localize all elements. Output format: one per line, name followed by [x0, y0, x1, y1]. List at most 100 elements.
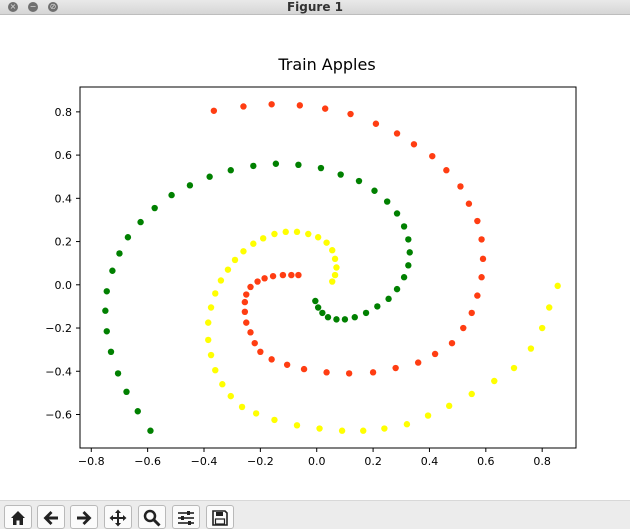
y-tick-label: 0.6	[55, 149, 73, 162]
scatter-points	[102, 101, 561, 434]
scatter-point	[268, 101, 275, 108]
scatter-point	[351, 314, 358, 321]
scatter-point	[205, 319, 212, 326]
scatter-point	[251, 339, 258, 347]
zoom-button[interactable]	[138, 505, 166, 529]
scatter-point	[210, 107, 218, 114]
scatter-point	[538, 324, 546, 332]
scatter-point	[250, 240, 257, 247]
figure-canvas[interactable]: Train Apples −0.8 −0.6 −0.4 −0.2 0.0 0.2 0.4 0.…	[0, 15, 630, 500]
x-axis: −0.8 −0.6 −0.4 −0.2 0.0 0.2 0.4 0.6 0.8	[78, 448, 551, 468]
scatter-point	[445, 402, 453, 410]
scatter-point	[217, 277, 225, 284]
pan-button[interactable]	[104, 505, 132, 529]
scatter-point	[424, 412, 432, 419]
scatter-point	[491, 377, 498, 385]
scatter-point	[400, 223, 408, 230]
back-button[interactable]	[37, 505, 65, 529]
zoom-window-button[interactable]: ⊘	[48, 2, 58, 12]
scatter-point	[114, 370, 122, 377]
scatter-point	[478, 236, 485, 243]
scatter-point	[323, 369, 330, 376]
scatter-point	[431, 350, 439, 358]
scatter-point	[103, 328, 110, 335]
scatter-point	[283, 361, 291, 368]
x-tick-label: 0.0	[308, 455, 326, 468]
scatter-point	[227, 392, 234, 400]
scatter-point	[103, 288, 110, 295]
scatter-point	[295, 161, 302, 169]
scatter-point	[319, 309, 326, 317]
scatter-point	[212, 366, 219, 374]
scatter-point	[312, 297, 319, 305]
scatter-point	[300, 365, 308, 373]
scatter-point	[240, 103, 247, 110]
x-tick-label: 0.2	[364, 455, 382, 468]
scatter-point	[293, 228, 301, 236]
scatter-point	[252, 410, 260, 417]
scatter-point	[369, 369, 377, 376]
x-tick-label: 0.6	[477, 455, 495, 468]
scatter-point	[393, 285, 401, 293]
scatter-point	[405, 262, 412, 269]
close-window-button[interactable]: ×	[8, 2, 18, 12]
scatter-point	[468, 309, 475, 317]
scatter-point	[372, 120, 380, 127]
x-tick-label: 0.8	[533, 455, 551, 468]
scatter-point	[227, 167, 234, 174]
scatter-point	[134, 408, 141, 415]
scatter-point	[546, 304, 553, 311]
minimize-window-button[interactable]: −	[28, 2, 38, 12]
scatter-point	[254, 278, 261, 285]
x-tick-label: −0.6	[134, 455, 161, 468]
scatter-point	[305, 230, 312, 238]
scatter-point	[168, 191, 175, 199]
scatter-point	[257, 348, 264, 356]
scatter-point	[241, 308, 249, 316]
scatter-point	[314, 234, 322, 241]
scatter-point	[282, 228, 289, 236]
scatter-point	[186, 182, 194, 189]
scatter-point	[457, 183, 464, 190]
scatter-point	[429, 152, 436, 160]
scatter-point	[259, 235, 267, 242]
scatter-point	[381, 425, 388, 432]
plot-area[interactable]	[79, 86, 577, 449]
forward-button[interactable]	[70, 505, 98, 529]
title-bar: × − ⊘ Figure 1	[0, 0, 630, 15]
scatter-point	[247, 283, 254, 291]
save-button[interactable]	[206, 505, 234, 529]
scatter-point	[393, 130, 401, 137]
scatter-point	[478, 274, 485, 281]
scatter-point	[474, 292, 481, 299]
scatter-point	[109, 267, 116, 274]
scatter-point	[333, 316, 340, 323]
scatter-point	[460, 324, 467, 332]
x-tick-label: 0.4	[421, 455, 439, 468]
scatter-point	[331, 271, 339, 279]
y-tick-label: 0.2	[55, 236, 73, 249]
home-icon	[11, 511, 25, 525]
scatter-point	[116, 250, 123, 257]
scatter-point	[510, 364, 518, 372]
save-icon	[212, 510, 228, 526]
scatter-point	[212, 290, 219, 297]
back-icon	[43, 511, 58, 525]
y-tick-label: 0.0	[55, 279, 73, 292]
scatter-point	[474, 217, 481, 225]
home-button[interactable]	[4, 505, 32, 529]
scatter-point	[527, 345, 535, 352]
y-tick-label: 0.4	[55, 192, 73, 205]
scatter-point	[269, 272, 277, 280]
scatter-point	[296, 102, 304, 109]
scatter-point	[279, 271, 287, 279]
scatter-point	[295, 271, 302, 279]
x-tick-label: −0.4	[191, 455, 218, 468]
scatter-point	[392, 364, 399, 372]
configure-button[interactable]	[172, 505, 200, 529]
scatter-point	[331, 255, 339, 263]
scatter-point	[405, 236, 412, 243]
y-tick-label: −0.2	[45, 322, 72, 335]
x-tick-label: −0.2	[247, 455, 274, 468]
scatter-point	[293, 422, 301, 429]
